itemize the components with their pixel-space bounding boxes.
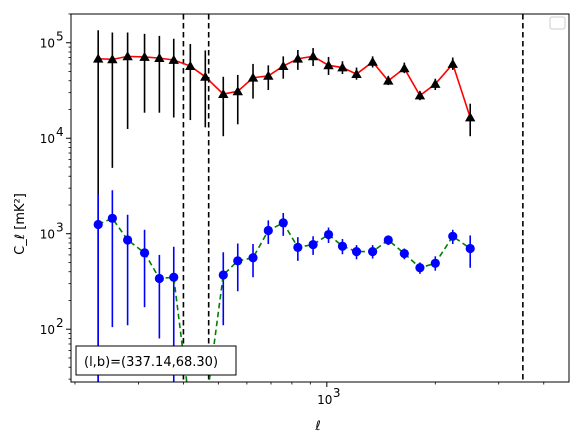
data-point [185, 60, 196, 70]
y-tick-exponent: 2 [56, 316, 64, 330]
data-point [168, 54, 179, 64]
data-point [278, 60, 289, 70]
y-tick-exponent: 5 [56, 30, 64, 44]
data-point [107, 54, 118, 64]
data-point [367, 56, 378, 66]
data-point [448, 231, 458, 241]
data-point [383, 75, 394, 85]
data-point [383, 235, 393, 245]
data-point [430, 258, 440, 268]
data-point [218, 270, 228, 280]
data-point [92, 53, 104, 63]
data-point [154, 52, 165, 63]
data-point [200, 71, 211, 81]
y-tick-label: 10 [40, 323, 55, 337]
data-point [278, 218, 288, 228]
plot-content [92, 14, 524, 382]
y-tick-label: 10 [40, 228, 55, 242]
data-point [233, 256, 243, 266]
plot-frame [70, 13, 570, 383]
data-point [337, 62, 348, 72]
x-tick-exponent: 3 [333, 386, 341, 400]
data-point [308, 239, 318, 250]
data-point [139, 51, 150, 61]
data-point [323, 60, 334, 70]
data-point [415, 263, 425, 273]
data-point [248, 253, 258, 263]
legend-box [549, 16, 566, 30]
data-point [263, 70, 274, 80]
data-point [399, 63, 410, 73]
annotation-box: (l,b)=(337.14,68.30) [75, 345, 237, 376]
data-point [107, 213, 117, 223]
data-point [399, 248, 409, 259]
x-axis-label: ℓ [314, 419, 320, 434]
y-tick-label: 10 [40, 132, 55, 146]
annotation-frame [75, 345, 237, 376]
data-point [247, 72, 259, 82]
data-point [169, 272, 179, 282]
data-point [323, 229, 334, 240]
data-point [154, 273, 164, 284]
data-point [122, 51, 133, 61]
data-point [232, 86, 243, 96]
data-point [93, 219, 103, 230]
data-point [263, 225, 273, 236]
data-point [218, 88, 229, 98]
data-point [292, 53, 304, 63]
y-axis-label: C_ℓ [mK²] [13, 193, 28, 255]
data-point [447, 58, 458, 68]
data-point [351, 68, 362, 78]
data-point [351, 246, 362, 257]
data-point [368, 246, 378, 257]
data-point [123, 235, 133, 245]
y-tick-label: 10 [40, 37, 55, 51]
data-point [337, 241, 348, 251]
data-point [293, 242, 303, 252]
data-point [414, 90, 426, 100]
y-tick-exponent: 3 [56, 221, 64, 235]
x-tick-label: 10 [317, 393, 332, 407]
data-point [307, 51, 319, 61]
data-point [139, 248, 150, 258]
data-point [465, 112, 476, 122]
data-point [430, 78, 441, 88]
axis-ticks: 10 210 310 410 510 3 [40, 13, 545, 407]
y-tick-exponent: 4 [56, 125, 64, 139]
data-point [465, 243, 475, 254]
annotation-text: (l,b)=(337.14,68.30) [84, 355, 218, 370]
